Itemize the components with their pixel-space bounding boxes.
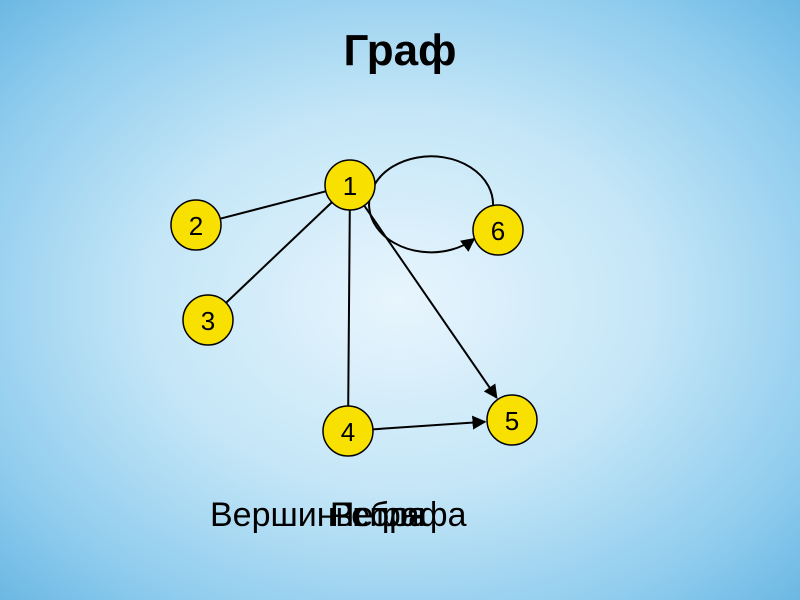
stage: Граф Вершины графа Ребра Петля 123456 — [0, 0, 800, 600]
node-label-3: 3 — [201, 306, 215, 336]
node-label-5: 5 — [505, 406, 519, 436]
node-4: 4 — [323, 406, 373, 456]
node-2: 2 — [171, 200, 221, 250]
node-1: 1 — [325, 160, 375, 210]
node-label-4: 4 — [341, 417, 355, 447]
nodes-layer: 1 2 3 4 5 6 — [171, 160, 537, 456]
edge-1-3 — [226, 202, 332, 303]
node-label-6: 6 — [491, 216, 505, 246]
node-label-1: 1 — [343, 171, 357, 201]
edge-4-5 — [373, 422, 485, 430]
node-label-2: 2 — [189, 211, 203, 241]
node-3: 3 — [183, 295, 233, 345]
edge-1-4 — [348, 210, 350, 406]
graph-canvas: 1 2 3 4 5 6 — [0, 0, 800, 600]
node-5: 5 — [487, 395, 537, 445]
node-6: 6 — [473, 205, 523, 255]
edge-2-1 — [220, 191, 326, 218]
